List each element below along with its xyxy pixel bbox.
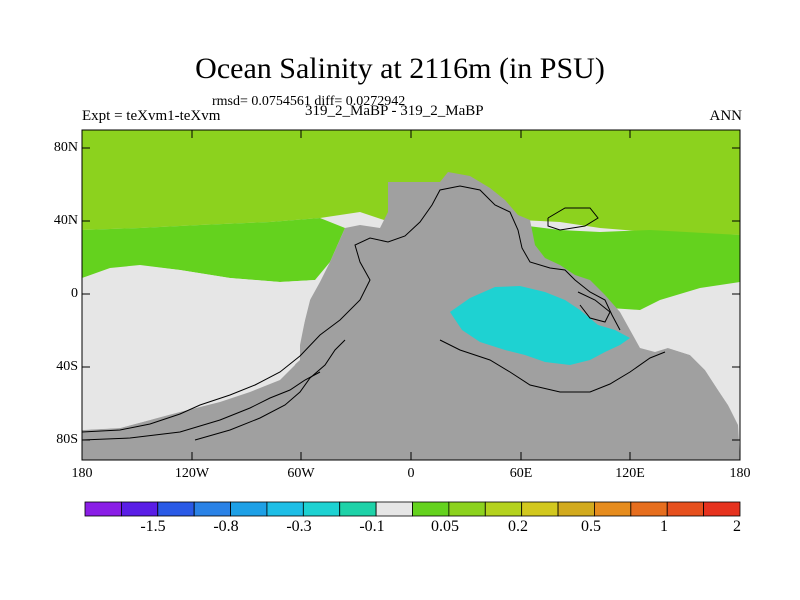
colorbar-swatch — [557, 501, 595, 517]
coastline — [81, 185, 621, 433]
colorbar-swatch — [157, 501, 195, 517]
colorbar-label: 1 — [660, 518, 668, 535]
colorbar-swatch — [630, 501, 668, 517]
negative-patch — [450, 286, 630, 365]
colorbar-label: -0.8 — [213, 518, 239, 535]
mid-band-field — [82, 218, 345, 282]
colorbar-swatch — [594, 501, 632, 517]
y-tick-label: 40N — [53, 213, 78, 228]
coastline — [547, 207, 599, 231]
colorbar-swatch — [666, 501, 705, 517]
colorbar-swatch — [412, 501, 450, 517]
x-tick-label: 0 — [407, 466, 415, 481]
colorbar-swatch — [230, 501, 268, 517]
land-mass — [82, 172, 740, 460]
coastline — [577, 291, 611, 323]
coastline — [81, 371, 321, 441]
colorbar-swatch — [521, 501, 559, 517]
colorbar-swatch — [339, 501, 377, 517]
experiment-label: Expt = teXvm1-teXvm — [82, 108, 221, 124]
colorbar-label: 0.5 — [581, 518, 601, 535]
colorbar-label: 0.2 — [508, 518, 528, 535]
low-diff-east — [650, 282, 740, 425]
x-tick-label: 180 — [71, 466, 93, 481]
colorbar-swatch — [120, 501, 159, 517]
case-label: 319_2_MaBP - 319_2_MaBP — [305, 103, 484, 119]
y-tick-label: 40S — [56, 359, 78, 374]
colorbar — [84, 501, 741, 517]
x-tick-label: 120E — [615, 466, 645, 481]
colorbar-swatch — [84, 501, 122, 517]
stats-line: rmsd= 0.0754561 diff= 0.0272942 — [212, 94, 406, 109]
plot-title: Ocean Salinity at 2116m (in PSU) — [195, 52, 605, 85]
colorbar-swatch — [266, 501, 304, 517]
colorbar-label: -0.1 — [359, 518, 385, 535]
colorbar-swatch — [375, 501, 413, 517]
colorbar-label: -1.5 — [140, 518, 166, 535]
x-tick-label: 120W — [174, 466, 210, 481]
coastline — [194, 339, 346, 441]
colorbar-swatch — [703, 501, 741, 517]
colorbar-label: 2 — [733, 518, 741, 535]
colorbar-swatch — [484, 501, 523, 517]
y-tick-label: 0 — [71, 286, 78, 301]
colorbar-swatch — [193, 501, 231, 517]
x-tick-label: 60W — [287, 466, 315, 481]
mid-band-field-east — [520, 225, 740, 310]
x-tick-label: 60E — [509, 466, 533, 481]
coastline — [439, 339, 666, 393]
y-tick-label: 80N — [53, 140, 78, 155]
colorbar-label: 0.05 — [431, 518, 459, 535]
x-tick-label: 180 — [729, 466, 751, 481]
colorbar-swatch — [448, 501, 486, 517]
colorbar-label: -0.3 — [286, 518, 312, 535]
season-label: ANN — [709, 108, 743, 124]
low-diff-west — [82, 266, 315, 430]
y-tick-label: 80S — [56, 432, 78, 447]
colorbar-swatch — [302, 501, 341, 517]
